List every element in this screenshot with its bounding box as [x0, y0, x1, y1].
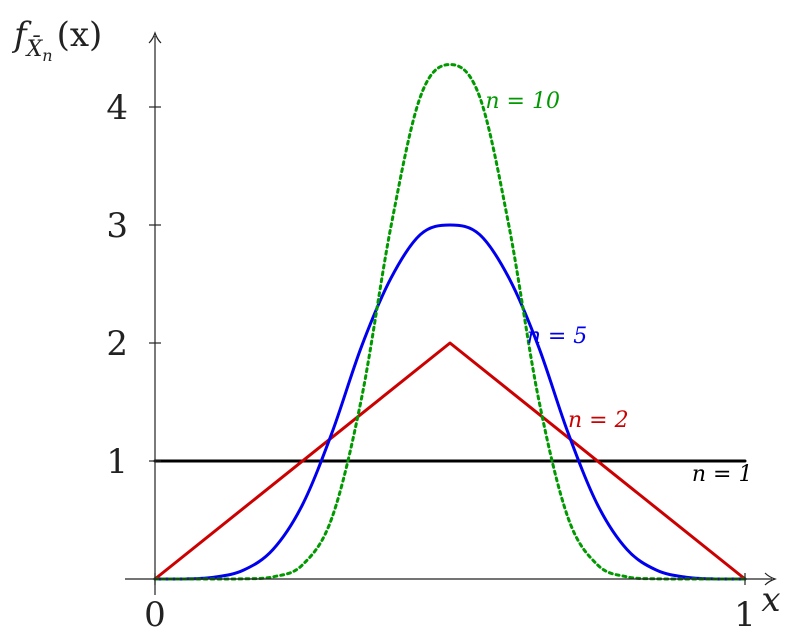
series-line-n10: [153, 63, 747, 581]
x-tick-label: 1: [734, 595, 756, 635]
series-line-n2: [153, 341, 747, 581]
y-axis-arrow: [148, 31, 162, 44]
series-label-n2: n = 2: [568, 408, 629, 433]
x-axis-label: x: [761, 580, 780, 620]
y-tick-label: 4: [106, 88, 128, 128]
labels-layer: x fX̄n(x) n = 10 n = 5 n = 2 n = 1: [11, 15, 781, 620]
x-axis-arrow: [764, 572, 777, 586]
series-label-n5: n = 5: [527, 324, 588, 349]
series-layer: [153, 63, 747, 581]
y-tick-label: 1: [106, 442, 128, 482]
y-tick-label: 2: [106, 324, 128, 364]
x-tick-label: 0: [144, 595, 166, 635]
series-label-n1: n = 1: [692, 462, 753, 487]
y-tick-label: 3: [106, 206, 128, 246]
y-axis-label: fX̄n(x): [11, 15, 102, 65]
axes-layer: 1 2 3 4 0 1: [106, 31, 777, 635]
series-label-n10: n = 10: [485, 89, 560, 114]
series-line-n5: [153, 223, 747, 581]
